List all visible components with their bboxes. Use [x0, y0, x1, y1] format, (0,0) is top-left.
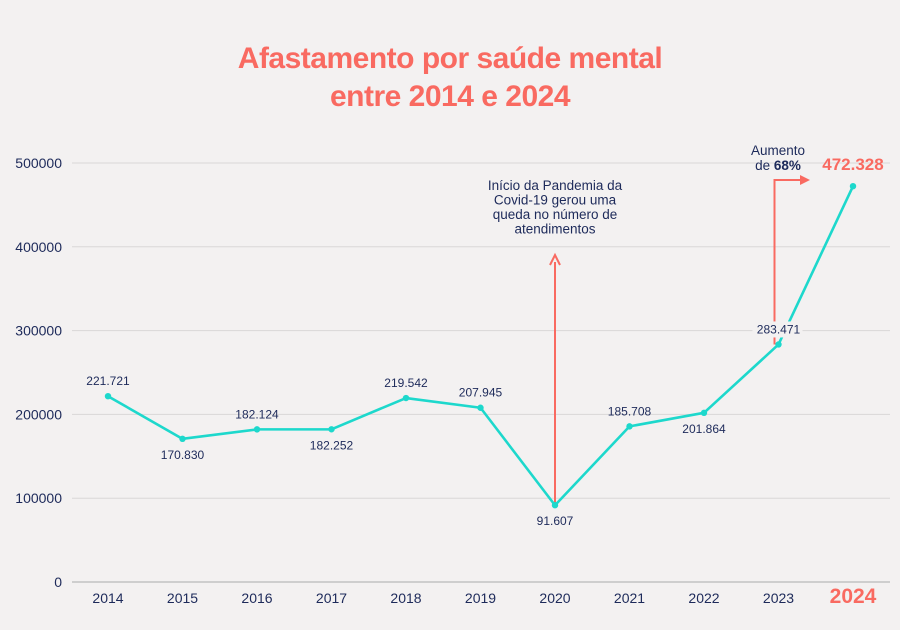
data-point [328, 426, 335, 433]
x-tick-label: 2023 [763, 590, 794, 606]
x-tick-label: 2014 [92, 590, 123, 606]
data-label: 472.328 [822, 155, 883, 174]
x-tick-label: 2022 [688, 590, 719, 606]
data-point [849, 182, 857, 190]
pandemic-annotation: atendimentos [514, 222, 595, 237]
data-label: 207.945 [459, 386, 503, 400]
data-point [700, 409, 708, 417]
title-line-2: entre 2014 e 2024 [329, 80, 571, 113]
x-tick-label: 2021 [614, 590, 645, 606]
x-tick-label: 2019 [465, 590, 496, 606]
arrow-head-icon [549, 252, 561, 266]
x-tick-label: 2017 [316, 590, 347, 606]
increase-arrow [773, 179, 805, 345]
data-point [775, 341, 782, 348]
data-label: 221.721 [86, 374, 130, 388]
data-label: 219.542 [384, 376, 428, 390]
data-label: 182.252 [310, 438, 354, 452]
y-tick-label: 0 [54, 574, 62, 590]
data-label: 283.471 [757, 322, 801, 336]
y-tick-label: 300000 [15, 323, 62, 339]
series-line [107, 185, 855, 507]
data-label: 182.124 [235, 407, 279, 421]
data-label: 185.708 [608, 404, 652, 418]
increase-value: 68% [774, 158, 801, 173]
data-point [104, 392, 112, 400]
title-line-1: Afastamento por saúde mental [237, 42, 663, 75]
data-point [551, 502, 559, 509]
y-tick-label: 500000 [15, 155, 62, 171]
x-tick-label: 2018 [390, 590, 421, 606]
pandemic-annotation: queda no número de [493, 207, 618, 222]
pandemic-annotation: Covid-19 gerou uma [494, 193, 617, 208]
x-tick-label: 2015 [167, 590, 198, 606]
x-tick-label: 2016 [241, 590, 272, 606]
chart-title: Afastamento por saúde mental entre 2014 … [0, 40, 900, 116]
label-background [752, 321, 803, 338]
increase-annotation: Aumento [751, 143, 805, 158]
data-point [626, 423, 633, 430]
data-point [402, 394, 410, 402]
x-tick-label: 2020 [539, 590, 570, 606]
data-label: 201.864 [682, 422, 726, 436]
increase-annotation: de 68% [755, 158, 801, 173]
x-tick-label: 2024 [830, 585, 877, 608]
pandemic-annotation: Início da Pandemia da [488, 178, 623, 193]
data-label: 170.830 [161, 448, 205, 462]
y-tick-label: 400000 [15, 239, 62, 255]
data-point [253, 426, 261, 433]
data-point [179, 435, 186, 443]
y-tick-label: 200000 [15, 406, 62, 422]
y-tick-label: 100000 [15, 490, 62, 506]
data-label: 91.607 [537, 514, 574, 528]
arrow-head-icon [800, 175, 810, 185]
data-point [477, 404, 484, 411]
